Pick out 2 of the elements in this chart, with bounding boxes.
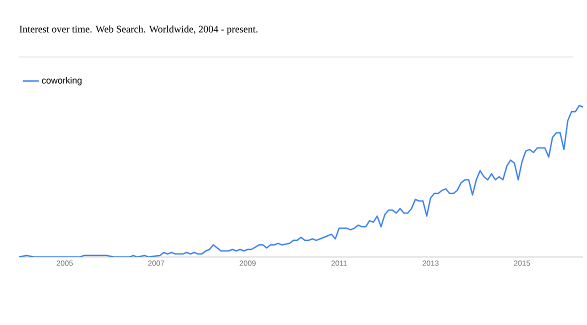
legend-label: coworking: [42, 76, 82, 86]
chart-title: Interest over time. Web Search. Worldwide, 2004 - present.: [20, 25, 258, 35]
